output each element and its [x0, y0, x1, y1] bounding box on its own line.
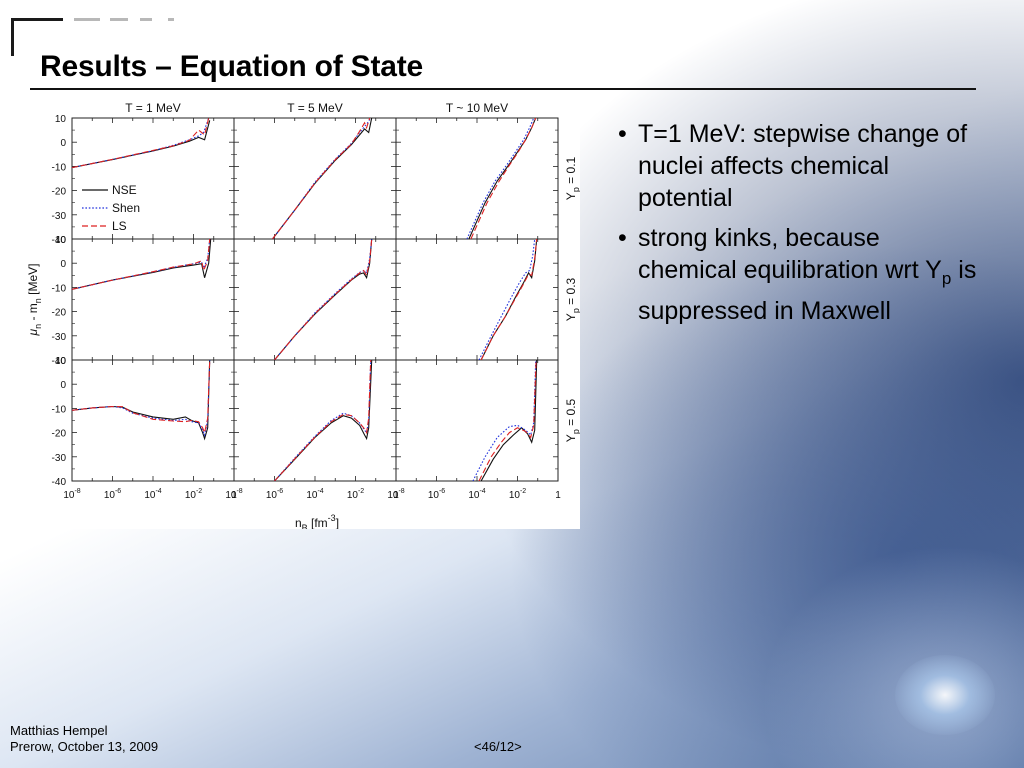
x-tick-label: 10-8 — [387, 488, 404, 501]
bullet-text: T=1 MeV: stepwise change of nuclei affec… — [638, 120, 968, 212]
y-tick-label: 0 — [60, 138, 66, 149]
row-title: Yp = 0.5 — [564, 398, 580, 442]
bullet-list: T=1 MeV: stepwise change of nuclei affec… — [618, 118, 978, 335]
y-tick-label: -20 — [52, 429, 67, 440]
header-dash — [140, 18, 152, 21]
series-line-shen — [478, 239, 536, 360]
y-tick-label: 0 — [60, 380, 66, 391]
nebula-graphic — [895, 655, 995, 735]
y-tick-label: -40 — [52, 235, 67, 246]
x-tick-label: 1 — [393, 490, 399, 501]
series-line-shen — [272, 118, 372, 239]
bullet-item: strong kinks, because chemical equilibra… — [618, 222, 978, 327]
series-line-nse — [480, 360, 538, 481]
x-axis-label: nB [fm-3] — [295, 513, 339, 529]
series-line-ls — [272, 118, 371, 239]
bullet-text-pre: strong kinks, because chemical equilibra… — [638, 224, 942, 284]
column-title: T ~ 10 MeV — [446, 101, 508, 115]
y-tick-label: -30 — [52, 332, 67, 343]
y-tick-label: -10 — [52, 283, 67, 294]
series-line-ls — [478, 360, 537, 481]
series-line-ls — [470, 118, 537, 239]
panel-frame — [233, 238, 397, 361]
panel-frame — [395, 238, 559, 361]
row-title: Yp = 0.3 — [564, 277, 580, 321]
bullet-text-post: is suppressed in Maxwell — [638, 256, 977, 325]
corner-bracket-horizontal — [11, 18, 63, 21]
series-line-ls — [72, 239, 211, 290]
y-tick-label: 10 — [55, 235, 67, 246]
series-line-shen — [466, 118, 535, 239]
series-line-nse — [72, 360, 211, 441]
x-tick-label: 10-6 — [266, 488, 283, 501]
slide-title: Results – Equation of State — [40, 50, 423, 83]
column-title: T = 5 MeV — [287, 101, 342, 115]
y-tick-label: -10 — [52, 162, 67, 173]
series-line-ls — [72, 360, 211, 435]
x-tick-label: 10-8 — [225, 488, 242, 501]
footer-place-date: Prerow, October 13, 2009 — [10, 739, 159, 754]
x-tick-label: 10-8 — [63, 488, 80, 501]
y-tick-label: -30 — [52, 453, 67, 464]
y-tick-label: 10 — [55, 356, 67, 367]
y-tick-label: 0 — [60, 259, 66, 270]
x-tick-label: 10-2 — [185, 488, 202, 501]
y-tick-label: 10 — [55, 114, 67, 125]
x-tick-label: 10-2 — [509, 488, 526, 501]
bullet-item: T=1 MeV: stepwise change of nuclei affec… — [618, 118, 978, 214]
x-tick-label: 10-4 — [306, 488, 323, 501]
panel-frame — [71, 117, 235, 240]
footer-page-number: <46/12> — [474, 739, 522, 754]
series-line-nse — [468, 118, 537, 239]
panel-frame — [233, 359, 397, 482]
y-axis-label: μn - mn [MeV] — [26, 264, 43, 337]
y-tick-label: -20 — [52, 187, 67, 198]
series-line-ls — [480, 239, 538, 360]
x-tick-label: 1 — [231, 490, 237, 501]
series-line-ls — [274, 239, 373, 360]
header-dash — [110, 18, 128, 21]
series-line-shen — [72, 360, 211, 437]
y-tick-label: -20 — [52, 308, 67, 319]
column-title: T = 1 MeV — [125, 101, 180, 115]
y-tick-label: -10 — [52, 404, 67, 415]
eos-figure: T = 1 MeV T = 5 MeV T ~ 10 MeV 10 0 -10 -20 -30… — [20, 95, 580, 529]
row-title: Yp = 0.1 — [564, 156, 580, 200]
series-line-ls — [274, 360, 372, 481]
x-tick-label: 1 — [555, 490, 561, 501]
eos-chart-svg: T = 1 MeV T = 5 MeV T ~ 10 MeV100-10-20-30… — [26, 101, 580, 529]
y-tick-label: -40 — [52, 356, 67, 367]
x-tick-label: 10-2 — [347, 488, 364, 501]
panel-frame — [233, 117, 397, 240]
y-tick-label: -30 — [52, 211, 67, 222]
header-dash — [168, 18, 174, 21]
series-line-nse — [72, 120, 211, 169]
legend-label: Shen — [112, 201, 140, 215]
x-tick-label: 10-6 — [104, 488, 121, 501]
corner-bracket-vertical — [11, 18, 14, 56]
header-dash — [74, 18, 100, 21]
bullet-text-sub: p — [941, 269, 952, 288]
legend-label: NSE — [112, 183, 137, 197]
x-tick-label: 10-4 — [468, 488, 485, 501]
x-tick-label: 10-6 — [428, 488, 445, 501]
series-line-shen — [472, 360, 537, 481]
series-line-ls — [72, 118, 210, 169]
footer-info: Matthias Hempel Prerow, October 13, 2009 — [10, 723, 158, 755]
series-line-shen — [72, 118, 210, 169]
footer-author: Matthias Hempel — [10, 723, 108, 738]
legend-label: LS — [112, 219, 127, 233]
series-line-nse — [480, 239, 538, 360]
x-tick-label: 10-4 — [144, 488, 161, 501]
title-divider — [30, 88, 976, 90]
y-tick-label: -40 — [52, 477, 67, 488]
